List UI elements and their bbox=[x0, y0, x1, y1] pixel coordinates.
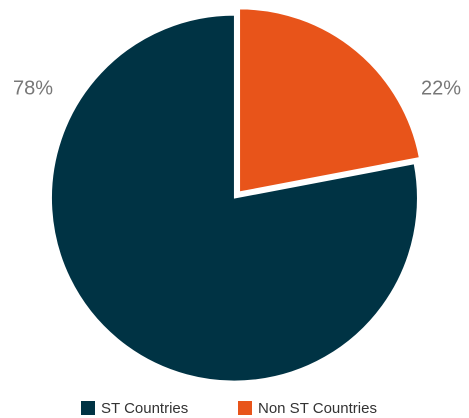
legend-label: Non ST Countries bbox=[258, 400, 377, 417]
pie-slice bbox=[239, 8, 420, 193]
pie-slice bbox=[50, 14, 418, 382]
legend-swatch bbox=[81, 401, 95, 415]
legend-label: ST Countries bbox=[101, 400, 188, 417]
data-label: 22% bbox=[421, 77, 461, 99]
legend-swatch bbox=[238, 401, 252, 415]
data-label: 78% bbox=[13, 77, 53, 99]
